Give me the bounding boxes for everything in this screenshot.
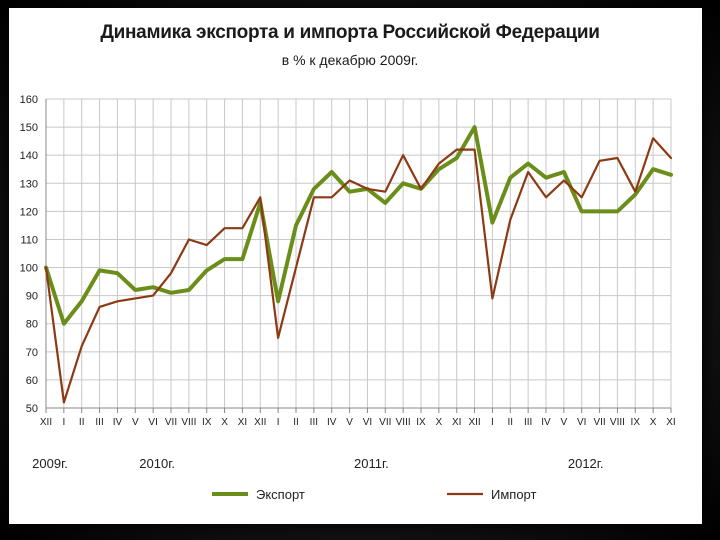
x-tick-label: X [221, 417, 228, 428]
x-tick-label: III [310, 417, 318, 428]
x-tick-label: VI [148, 417, 157, 428]
x-tick-label: II [293, 417, 299, 428]
y-tick-label: 140 [20, 150, 38, 162]
x-tick-label: IV [327, 417, 337, 428]
y-tick-label: 70 [26, 347, 38, 359]
x-tick-label: X [436, 417, 443, 428]
x-tick-label: IX [202, 417, 212, 428]
y-tick-label: 130 [20, 178, 38, 190]
x-tick-label: I [277, 417, 280, 428]
year-label: 2009г. [32, 456, 68, 471]
x-tick-label: VI [577, 417, 586, 428]
plot-area [46, 99, 671, 408]
x-tick-label: VII [165, 417, 177, 428]
x-tick-label: XII [468, 417, 480, 428]
y-tick-label: 110 [20, 234, 38, 246]
x-tick-label: XI [452, 417, 461, 428]
x-tick-label: V [346, 417, 353, 428]
x-tick-label: VI [363, 417, 372, 428]
x-tick-label: VIII [396, 417, 411, 428]
y-tick-label: 50 [26, 403, 38, 415]
x-tick-label: I [62, 417, 65, 428]
y-tick-label: 120 [20, 206, 38, 218]
year-label: 2012г. [568, 456, 604, 471]
x-tick-label: IV [541, 417, 551, 428]
x-tick-label: VIII [610, 417, 625, 428]
year-label: 2010г. [139, 456, 175, 471]
legend-label-export: Экспорт [256, 487, 305, 502]
y-tick-label: 160 [20, 94, 38, 106]
y-tick-label: 90 [26, 291, 38, 303]
x-tick-label: IV [113, 417, 123, 428]
x-tick-label: XII [254, 417, 266, 428]
x-tick-label: X [650, 417, 657, 428]
x-tick-label: III [524, 417, 532, 428]
x-tick-label: II [79, 417, 85, 428]
chart-title: Динамика экспорта и импорта Российской Ф… [100, 22, 600, 43]
x-tick-label: XII [40, 417, 52, 428]
x-tick-label: XI [238, 417, 247, 428]
y-tick-label: 100 [20, 263, 38, 275]
chart-subtitle: в % к декабрю 2009г. [281, 52, 419, 68]
x-tick-label: VII [593, 417, 605, 428]
legend-label-import: Импорт [491, 487, 536, 502]
y-tick-label: 80 [26, 319, 38, 331]
x-tick-label: XI [666, 417, 675, 428]
x-tick-label: IX [416, 417, 426, 428]
x-tick-label: III [95, 417, 103, 428]
year-label: 2011г. [354, 456, 389, 471]
series-line-export [44, 125, 673, 326]
series-line-import [44, 137, 673, 404]
x-tick-label: II [508, 417, 514, 428]
x-tick-label: VII [379, 417, 391, 428]
y-tick-label: 60 [26, 375, 38, 387]
x-tick-label: IX [631, 417, 641, 428]
x-tick-label: I [491, 417, 494, 428]
x-tick-label: V [132, 417, 139, 428]
y-tick-label: 150 [20, 122, 38, 134]
x-tick-label: V [561, 417, 568, 428]
x-tick-label: VIII [181, 417, 196, 428]
